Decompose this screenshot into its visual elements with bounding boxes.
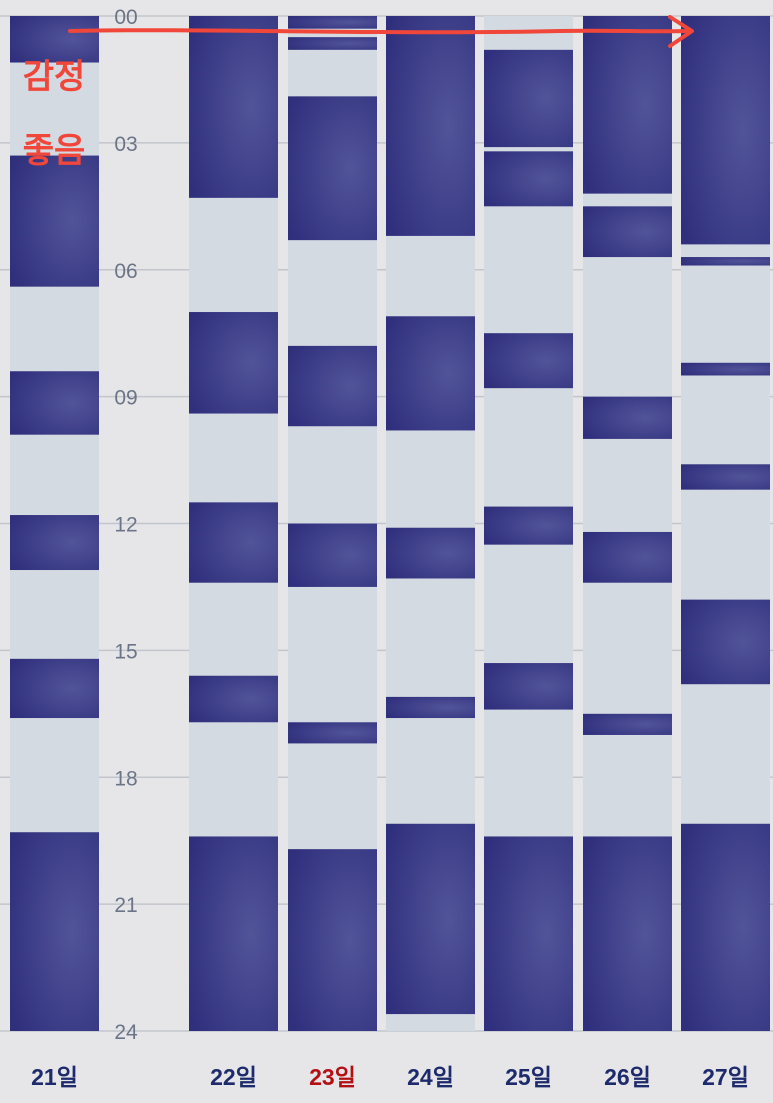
sleep-segment-7-1 [681, 16, 770, 245]
sleep-segment-3-4 [288, 345, 377, 427]
hour-tick-21: 21 [114, 894, 137, 917]
sleep-segment-6-4 [583, 531, 672, 583]
sleep-segment-4-1 [386, 16, 475, 236]
day-label-4: 24일 [407, 1064, 454, 1090]
hour-axis: 00 03 06 09 12 15 18 21 24 [114, 6, 138, 1044]
sleep-segment-2-3 [189, 502, 278, 583]
sleep-segment-1-6 [10, 832, 99, 1031]
sleep-segment-5-4 [484, 506, 573, 545]
sleep-segment-2-2 [189, 312, 278, 414]
hour-tick-09: 09 [114, 387, 137, 410]
day-label-6: 26일 [604, 1064, 651, 1090]
sleep-segment-7-3 [681, 362, 770, 376]
sleep-segment-1-2 [10, 155, 99, 287]
day-label-7: 27일 [702, 1064, 749, 1090]
sleep-segment-2-5 [189, 836, 278, 1031]
hour-tick-18: 18 [114, 767, 137, 790]
sleep-segment-3-3 [288, 96, 377, 241]
sleep-segment-4-5 [386, 823, 475, 1015]
sleep-segment-6-5 [583, 713, 672, 735]
day-label-2: 22일 [210, 1064, 257, 1090]
sleep-segment-5-6 [484, 836, 573, 1031]
hour-tick-03: 03 [114, 133, 137, 156]
annotation-arrow-shaft [68, 28, 690, 35]
sleep-segment-3-2 [288, 37, 377, 50]
sleep-segment-4-2 [386, 316, 475, 431]
annotation-text-line-2: 좋음 [23, 131, 86, 171]
sleep-segment-6-1 [583, 16, 672, 194]
sleep-segment-3-7 [288, 849, 377, 1031]
sleep-segment-1-5 [10, 658, 99, 719]
sleep-segment-5-2 [484, 151, 573, 207]
sleep-segment-1-1 [10, 16, 99, 63]
sleep-segment-3-1 [288, 16, 377, 29]
sleep-segment-7-4 [681, 464, 770, 490]
handwritten-annotation: 감정 좋음 [23, 15, 694, 171]
sleep-segment-6-3 [583, 396, 672, 439]
hour-tick-00: 00 [114, 6, 137, 29]
sleep-segment-6-2 [583, 206, 672, 258]
sleep-segment-4-3 [386, 527, 475, 579]
sleep-segment-2-1 [189, 16, 278, 198]
day-columns [10, 16, 770, 1031]
hour-tick-24: 24 [114, 1021, 138, 1044]
day-label-3: 23일 [309, 1064, 356, 1090]
sleep-segment-3-5 [288, 523, 377, 587]
sleep-segment-1-3 [10, 371, 99, 435]
annotation-text-line-1: 감정 [23, 57, 86, 97]
sleep-segment-1-4 [10, 515, 99, 571]
annotation-arrow-head [668, 15, 694, 48]
day-labels: 21일 22일 23일 24일 25일 26일 27일 [31, 1064, 749, 1090]
hour-tick-12: 12 [114, 514, 137, 537]
sleep-segment-6-6 [583, 836, 672, 1031]
sleep-segment-4-4 [386, 696, 475, 719]
hour-tick-06: 06 [114, 260, 137, 283]
sleep-segment-3-6 [288, 722, 377, 744]
day-label-1: 21일 [31, 1064, 78, 1090]
sleep-segment-5-5 [484, 663, 573, 710]
sleep-segment-5-1 [484, 49, 573, 148]
sleep-segment-2-4 [189, 675, 278, 723]
sleep-segment-7-6 [681, 823, 770, 1031]
sleep-segment-7-2 [681, 257, 770, 266]
hour-tick-15: 15 [114, 640, 137, 663]
day-label-5: 25일 [505, 1064, 552, 1090]
sleep-segment-7-5 [681, 599, 770, 685]
sleep-segment-5-3 [484, 333, 573, 389]
